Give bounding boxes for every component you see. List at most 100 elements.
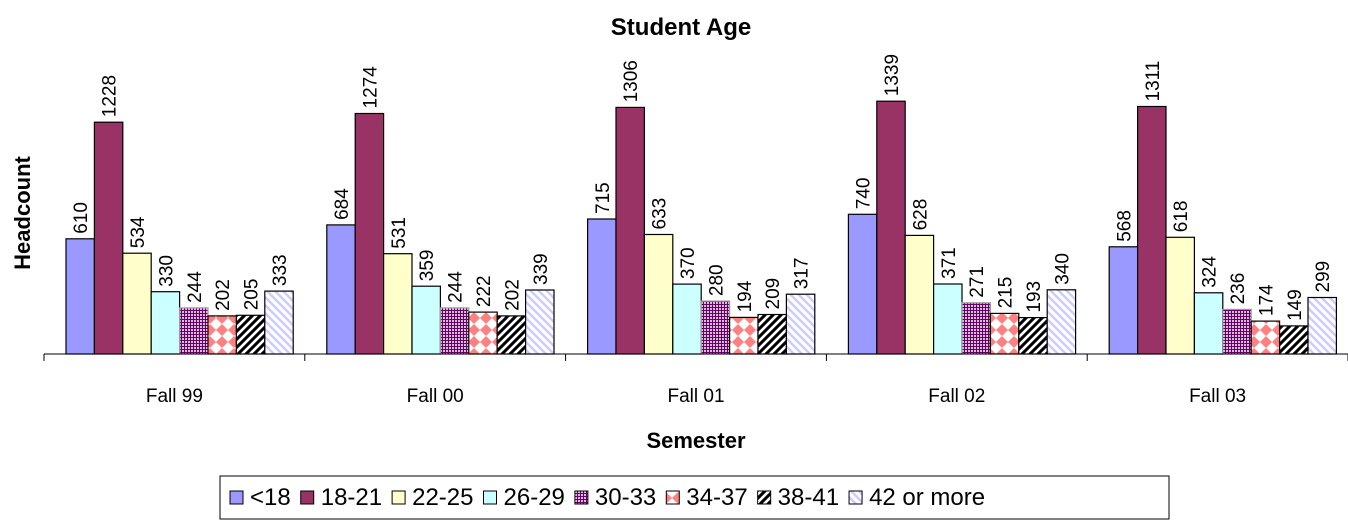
bar-fall-03-series-2 <box>1165 236 1195 355</box>
legend-label: 18-21 <box>321 484 382 511</box>
legend-swatch <box>848 490 863 505</box>
bar-fall-99-series-2 <box>122 252 152 355</box>
data-labels-group: 610 1228 534 330 244 202 205 333 684 1274 531 359 24… <box>71 54 1334 321</box>
bar-fall-00-series-1 <box>354 112 385 355</box>
y-axis-title: Headcount <box>10 155 35 269</box>
data-label: 202 <box>213 279 234 311</box>
data-label: 339 <box>531 253 552 285</box>
data-label: 215 <box>996 277 1017 309</box>
data-label: 568 <box>1114 210 1135 242</box>
bar-fall-02-series-6 <box>1018 317 1048 355</box>
data-label: 628 <box>910 199 931 231</box>
bar-fall-00-series-6 <box>496 315 527 355</box>
bar-fall-99-series-0 <box>65 238 95 355</box>
bar-fall-00-series-0 <box>326 224 356 355</box>
chart-title: Student Age <box>611 14 751 41</box>
bar-fall-02-series-0 <box>847 213 878 355</box>
bar-fall-01-series-7 <box>785 293 816 355</box>
bar-fall-02-series-7 <box>1046 289 1077 355</box>
bar-fall-00-series-3 <box>411 285 441 355</box>
data-label: 618 <box>1171 201 1192 233</box>
data-label: 149 <box>1285 289 1306 321</box>
bar-fall-99-series-4 <box>179 307 209 355</box>
data-label: 202 <box>502 279 523 311</box>
data-label: 340 <box>1052 253 1073 285</box>
x-tick-label: Fall 03 <box>1189 386 1246 407</box>
data-label: 1306 <box>621 60 642 102</box>
bar-fall-03-series-5 <box>1250 320 1281 355</box>
x-tick-label: Fall 02 <box>928 386 985 407</box>
legend-item-0: <18 <box>229 484 291 511</box>
legend-label: 42 or more <box>869 484 985 511</box>
legend-swatch <box>665 490 680 505</box>
bar-fall-02-series-2 <box>904 234 935 355</box>
data-label: 1339 <box>882 54 903 96</box>
data-label: 205 <box>242 279 263 311</box>
data-label: 174 <box>1256 284 1277 316</box>
data-label: 194 <box>735 280 756 312</box>
data-label: 324 <box>1200 256 1221 288</box>
data-label: 333 <box>270 254 291 286</box>
data-label: 684 <box>332 188 353 220</box>
bar-fall-01-series-5 <box>728 316 759 355</box>
legend-swatch <box>574 490 589 505</box>
data-label: 317 <box>792 257 813 289</box>
bar-fall-00-series-5 <box>468 311 498 355</box>
bar-fall-01-series-1 <box>615 106 645 355</box>
bar-fall-99-series-7 <box>264 290 294 355</box>
bar-fall-03-series-3 <box>1193 292 1224 355</box>
bar-fall-03-series-7 <box>1307 296 1337 355</box>
data-label: 271 <box>967 266 988 298</box>
legend-item-1: 18-21 <box>300 484 382 511</box>
bar-fall-01-series-3 <box>672 283 702 355</box>
bar-fall-02-series-1 <box>876 100 906 355</box>
bar-fall-03-series-0 <box>1108 246 1139 355</box>
bar-fall-03-series-1 <box>1136 105 1167 355</box>
data-label: 715 <box>593 182 614 214</box>
x-axis-ticks <box>43 354 1348 361</box>
legend-swatch <box>391 490 406 505</box>
legend-item-2: 22-25 <box>391 484 474 511</box>
data-label: 299 <box>1313 261 1334 293</box>
bar-fall-01-series-2 <box>643 233 674 355</box>
legend: <18 18-21 22-25 26-29 30-33 34-37 38-41 42 or m… <box>219 475 1170 520</box>
bar-fall-03-series-6 <box>1278 325 1309 355</box>
bar-fall-00-series-4 <box>439 307 470 355</box>
legend-label: 34-37 <box>686 484 747 511</box>
data-label: 236 <box>1228 273 1249 305</box>
bar-fall-99-series-3 <box>150 291 181 355</box>
data-label: 193 <box>1024 281 1045 313</box>
data-label: 531 <box>389 217 410 249</box>
bar-fall-01-series-6 <box>757 313 787 355</box>
data-label: 244 <box>446 271 467 303</box>
bar-fall-01-series-4 <box>700 300 731 355</box>
bar-fall-02-series-3 <box>932 283 963 355</box>
legend-label: 26-29 <box>504 484 565 511</box>
bar-fall-01-series-0 <box>586 218 617 355</box>
data-label: 371 <box>939 247 960 279</box>
data-label: 209 <box>763 278 784 310</box>
legend-box <box>219 475 1170 520</box>
bars-group <box>65 100 1337 355</box>
bar-fall-03-series-4 <box>1222 308 1252 355</box>
legend-item-4: 30-33 <box>574 484 656 511</box>
legend-swatch <box>300 490 315 505</box>
data-label: 633 <box>650 198 671 230</box>
data-label: 1311 <box>1143 61 1164 102</box>
bar-fall-02-series-5 <box>989 312 1020 355</box>
x-axis-tick-labels: Fall 99 Fall 00 Fall 01 Fall 02 Fall 03 <box>146 386 1246 407</box>
legend-item-3: 26-29 <box>483 484 565 511</box>
legend-label: 22-25 <box>412 484 473 511</box>
data-label: 610 <box>71 202 92 234</box>
data-label: 534 <box>128 216 149 248</box>
data-label: 1274 <box>360 66 381 109</box>
bar-fall-02-series-4 <box>961 302 991 355</box>
legend-item-6: 38-41 <box>757 484 839 511</box>
data-label: 222 <box>474 275 495 307</box>
data-label: 359 <box>417 249 438 281</box>
bar-fall-00-series-2 <box>383 253 413 355</box>
data-label: 330 <box>156 255 177 287</box>
data-label: 740 <box>854 178 875 210</box>
legend-swatch <box>483 490 497 505</box>
